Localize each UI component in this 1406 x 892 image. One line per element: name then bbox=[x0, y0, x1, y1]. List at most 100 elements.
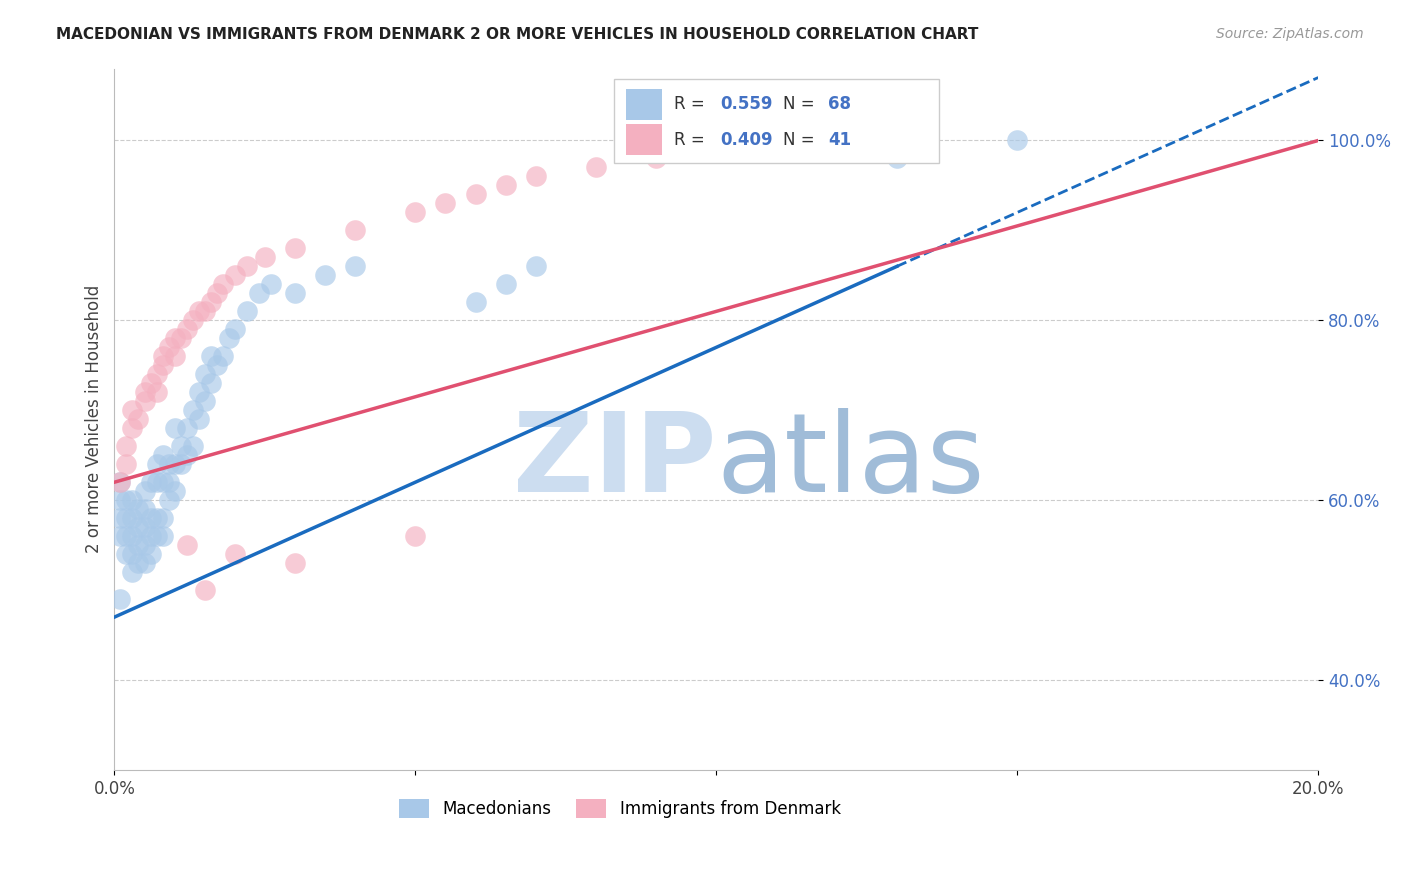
Legend: Macedonians, Immigrants from Denmark: Macedonians, Immigrants from Denmark bbox=[392, 792, 848, 825]
Point bbox=[404, 529, 426, 543]
Point bbox=[115, 439, 138, 453]
Point bbox=[110, 511, 132, 525]
Point bbox=[585, 161, 607, 175]
Point bbox=[524, 169, 547, 184]
Point bbox=[284, 556, 307, 570]
Point bbox=[344, 223, 367, 237]
Point bbox=[200, 295, 222, 310]
Point bbox=[1007, 133, 1029, 147]
Point bbox=[145, 368, 167, 382]
Point bbox=[145, 529, 167, 543]
Point bbox=[157, 340, 180, 354]
Point bbox=[152, 448, 174, 462]
Point bbox=[121, 421, 143, 435]
Point bbox=[176, 421, 198, 435]
Point bbox=[152, 475, 174, 490]
Point bbox=[145, 475, 167, 490]
Point bbox=[169, 457, 191, 471]
Point bbox=[260, 277, 283, 292]
Point bbox=[218, 331, 240, 345]
Point bbox=[464, 187, 486, 202]
Point bbox=[169, 331, 191, 345]
Point bbox=[134, 502, 156, 516]
Point bbox=[145, 511, 167, 525]
Point bbox=[464, 295, 486, 310]
FancyBboxPatch shape bbox=[626, 124, 662, 155]
FancyBboxPatch shape bbox=[626, 88, 662, 120]
Point bbox=[200, 349, 222, 363]
Point bbox=[110, 592, 132, 607]
Text: Source: ZipAtlas.com: Source: ZipAtlas.com bbox=[1216, 27, 1364, 41]
Point bbox=[139, 511, 162, 525]
Point bbox=[224, 268, 246, 283]
Point bbox=[404, 205, 426, 219]
Text: N =: N = bbox=[783, 95, 820, 113]
Point bbox=[187, 385, 209, 400]
Point bbox=[163, 331, 186, 345]
Point bbox=[110, 529, 132, 543]
Y-axis label: 2 or more Vehicles in Household: 2 or more Vehicles in Household bbox=[86, 285, 103, 553]
Point bbox=[344, 260, 367, 274]
Point bbox=[110, 475, 132, 490]
Point bbox=[134, 484, 156, 499]
Point bbox=[194, 304, 217, 318]
Point bbox=[224, 547, 246, 561]
Point bbox=[121, 529, 143, 543]
Point bbox=[434, 196, 457, 211]
Text: ZIP: ZIP bbox=[513, 408, 716, 515]
Point bbox=[224, 322, 246, 336]
Point bbox=[163, 457, 186, 471]
Point bbox=[145, 385, 167, 400]
Point bbox=[139, 376, 162, 391]
Point bbox=[495, 277, 517, 292]
Point bbox=[181, 313, 204, 327]
Text: R =: R = bbox=[675, 130, 710, 149]
Point bbox=[127, 412, 149, 426]
Point bbox=[211, 349, 233, 363]
Point bbox=[205, 359, 228, 373]
Point bbox=[115, 511, 138, 525]
Text: atlas: atlas bbox=[716, 408, 984, 515]
Point bbox=[169, 439, 191, 453]
Point bbox=[253, 251, 276, 265]
Point bbox=[187, 304, 209, 318]
Point bbox=[127, 502, 149, 516]
Point bbox=[134, 520, 156, 534]
Point bbox=[205, 286, 228, 301]
FancyBboxPatch shape bbox=[614, 79, 939, 163]
Point bbox=[121, 565, 143, 579]
Point bbox=[121, 493, 143, 508]
Point bbox=[176, 322, 198, 336]
Text: N =: N = bbox=[783, 130, 820, 149]
Point bbox=[176, 448, 198, 462]
Text: 0.409: 0.409 bbox=[720, 130, 772, 149]
Point bbox=[152, 349, 174, 363]
Point bbox=[314, 268, 336, 283]
Point bbox=[163, 484, 186, 499]
Point bbox=[163, 421, 186, 435]
Text: 41: 41 bbox=[828, 130, 852, 149]
Point bbox=[152, 511, 174, 525]
Point bbox=[194, 583, 217, 598]
Point bbox=[127, 538, 149, 552]
Point bbox=[115, 493, 138, 508]
Point bbox=[284, 286, 307, 301]
Point bbox=[152, 359, 174, 373]
Point bbox=[121, 403, 143, 417]
Point bbox=[121, 547, 143, 561]
Point bbox=[181, 439, 204, 453]
Point bbox=[886, 152, 908, 166]
Point bbox=[157, 475, 180, 490]
Point bbox=[495, 178, 517, 193]
Point bbox=[115, 457, 138, 471]
Point bbox=[152, 529, 174, 543]
Point bbox=[236, 304, 259, 318]
Point bbox=[139, 529, 162, 543]
Point bbox=[139, 547, 162, 561]
Point bbox=[157, 457, 180, 471]
Point bbox=[524, 260, 547, 274]
Point bbox=[121, 511, 143, 525]
Point bbox=[200, 376, 222, 391]
Point bbox=[163, 349, 186, 363]
Text: 68: 68 bbox=[828, 95, 851, 113]
